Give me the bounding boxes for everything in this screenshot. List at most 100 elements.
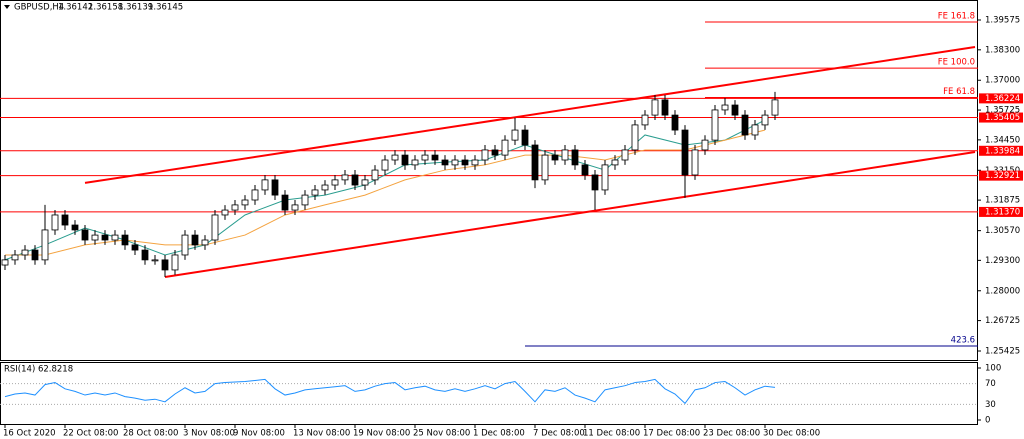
candle-body [501,139,509,156]
candle-body [351,174,359,186]
candle-body [391,154,399,161]
y-tick-label: 1.30570 [985,226,1020,236]
channel-line [84,46,976,184]
candle-body [51,214,59,231]
channel-line [164,151,976,278]
candle-body [81,229,89,241]
candle-body [131,244,139,251]
y-tick-label: 1.28000 [985,286,1020,296]
x-tick-label: 3 Nov 08:00 [183,429,235,439]
candle-body [181,234,189,256]
candle-body [361,179,369,186]
x-tick-label: 28 Oct 08:00 [123,429,178,439]
candle-body [591,174,599,191]
menu-arrow[interactable] [4,5,10,9]
candle-body [771,99,779,116]
y-tick-label: 1.38300 [985,45,1020,55]
candle-body [141,249,149,261]
rsi-label: RSI(14) 62.8218 [4,365,73,375]
candle-body [661,99,669,116]
candle-body [761,114,769,126]
candle-body [221,209,229,216]
x-tick-label: 11 Dec 08:00 [583,429,640,439]
x-tick-label: 17 Dec 08:00 [643,429,700,439]
candle-body [511,129,519,141]
candle-body [211,214,219,241]
fibo-label: 423.6 [951,335,975,345]
candle-body [531,144,539,181]
ohlc-close: 1.36145 [148,3,183,13]
ohlc-high: 1.36158 [88,3,123,13]
candle-body [71,224,79,231]
candle-body [641,114,649,126]
level-label: 1.36224 [985,94,1020,104]
x-tick-label: 30 Dec 08:00 [763,429,820,439]
candle-body [291,204,299,211]
candle-body [241,199,249,206]
candle-body [611,159,619,166]
x-tick-label: 9 Nov 08:00 [233,429,285,439]
rsi-panel [0,362,978,425]
candle-body [451,159,459,166]
candle-body [521,129,529,146]
candle-body [21,249,29,256]
candle-body [61,214,69,226]
rsi-tick-label: 70 [985,379,996,389]
candle-body [711,109,719,141]
y-tick-label: 1.26725 [985,316,1020,326]
fibo-label: FE 61.8 [943,87,975,97]
candle-body [301,194,309,206]
level-label: 1.35405 [985,113,1020,123]
candle-body [91,234,99,241]
rsi-tick-label: 30 [985,400,996,410]
candle-body [41,229,49,261]
candle-body [311,189,319,196]
candle-body [551,154,559,161]
moving-average [5,129,766,256]
candle-body [741,114,749,136]
candle-body [101,234,109,241]
level-label: 1.33984 [985,146,1020,156]
candle-body [691,149,699,176]
x-tick-label: 22 Oct 08:00 [63,429,118,439]
candle-body [581,164,589,176]
candle-body [681,129,689,176]
candle-body [421,154,429,161]
candle-body [281,194,289,211]
level-label: 1.31370 [985,207,1020,217]
candle-body [621,149,629,161]
level-tag [979,206,1023,217]
rsi-line [4,378,776,405]
candle-body [601,164,609,191]
candle-body [341,174,349,181]
symbol: GBPUSD,H4 [14,3,64,13]
y-tick-label: 1.29300 [985,256,1020,266]
candle-body [111,234,119,241]
candle-body [191,234,199,246]
level-tag [979,170,1023,181]
y-tick-label: 1.25425 [985,346,1020,356]
x-tick-label: 16 Oct 2020 [3,429,56,439]
x-tick-label: 19 Nov 08:00 [353,429,410,439]
rsi-tick-label: 100 [985,364,1001,374]
candle-body [561,149,569,161]
main-panel [0,0,978,361]
level-tag [979,112,1023,123]
candle-body [231,204,239,211]
candle-body [321,184,329,191]
candle-body [481,149,489,161]
ohlc-open: 1.36142 [58,3,93,13]
candle-body [1,259,9,266]
level-tag [979,145,1023,156]
candle-body [751,124,759,136]
level-label: 1.32921 [985,171,1020,181]
candle-body [671,114,679,131]
y-tick-label: 1.35725 [985,106,1020,116]
candle-body [701,139,709,151]
fibo-label: FE 100.0 [938,58,975,68]
candle-body [651,99,659,116]
candle-body [431,154,439,161]
x-tick-label: 1 Dec 08:00 [473,429,525,439]
candle-body [441,159,449,166]
